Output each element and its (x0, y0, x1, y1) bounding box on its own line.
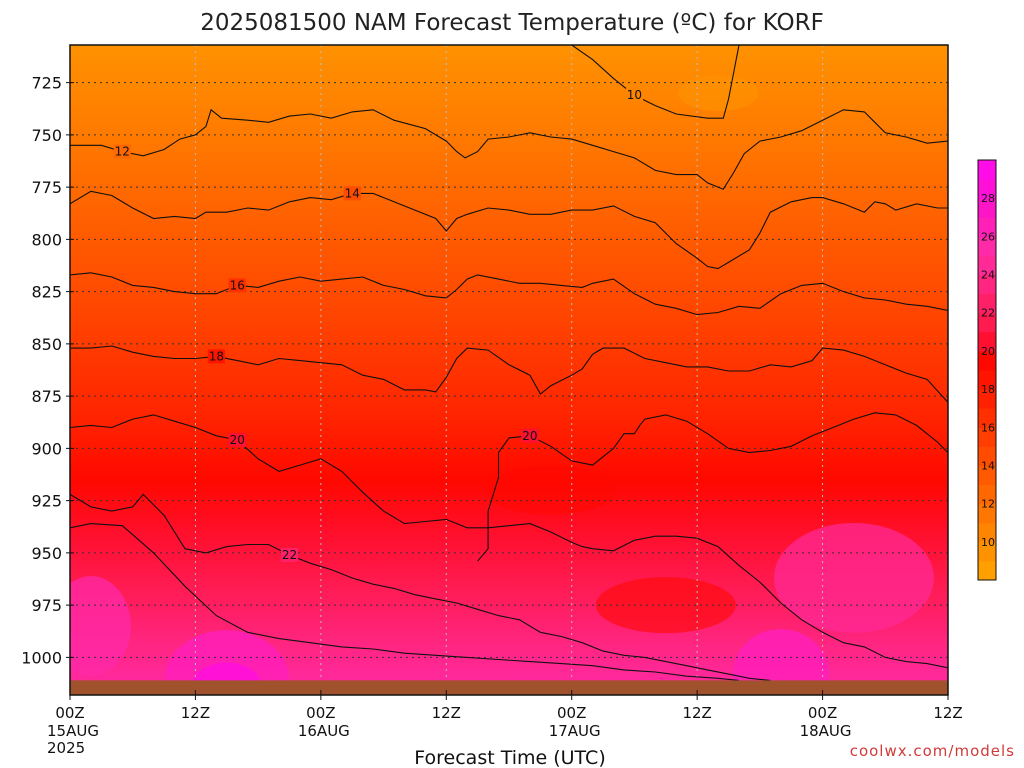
x-date-label: 2025 (47, 739, 85, 757)
grid-lines (70, 45, 948, 695)
x-date-label: 16AUG (298, 722, 350, 740)
y-tick-label: 925 (31, 492, 62, 511)
contour-label: 20 (230, 433, 245, 447)
x-tick-label: 12Z (933, 704, 962, 722)
colorbar-swatch (978, 522, 996, 543)
y-tick-label: 725 (31, 74, 62, 93)
y-tick-label: 975 (31, 596, 62, 615)
contour-line-10 (571, 45, 740, 119)
contour-label-bg (521, 428, 539, 443)
y-tick-label: 875 (31, 387, 62, 406)
warm-pocket (70, 576, 131, 677)
contour-label-bg (207, 349, 225, 364)
contour-line-12 (70, 108, 948, 190)
colorbar: 10 12 14 16 18 20 22 24 26 28 (977, 159, 997, 581)
contour-line-18 (70, 345, 948, 403)
credit-link[interactable]: coolwx.com/models (850, 742, 1015, 760)
colorbar-swatch (978, 427, 996, 447)
colorbar-label: 14 (981, 459, 995, 472)
x-tick-label: 12Z (682, 704, 711, 722)
contour-line-22 (70, 493, 771, 681)
colorbar-swatch (978, 408, 996, 428)
colorbar-label: 22 (981, 307, 995, 320)
x-tick-label: 00Z (557, 704, 586, 722)
contour-label-bg (113, 144, 131, 159)
contour-label: 14 (345, 186, 360, 200)
chart-title: 2025081500 NAM Forecast Temperature (ºC)… (200, 10, 824, 36)
y-tick-label: 800 (31, 230, 62, 249)
colorbar-swatch (978, 350, 996, 371)
x-axis-label: Forecast Time (UTC) (414, 747, 605, 768)
x-tick-label: 00Z (306, 704, 335, 722)
colorbar-swatch (978, 236, 996, 256)
y-axis: 725 750 775 800 825 850 875 900 925 950 975 1000 (21, 74, 74, 667)
colorbar-swatch (978, 389, 996, 409)
y-tick-label: 1000 (21, 648, 62, 667)
contour-line-20 (477, 412, 948, 562)
x-date-label: 18AUG (800, 722, 852, 740)
colorbar-label: 20 (981, 345, 995, 358)
colorbar-swatch (978, 274, 996, 295)
colorbar-swatch (978, 217, 996, 237)
colorbar-swatch (978, 484, 996, 505)
colorbar-swatch (978, 331, 996, 352)
colorbar-swatch (978, 370, 996, 390)
contour-line-22 (70, 523, 740, 681)
colorbar-swatch (978, 312, 996, 333)
contour-label-bg (343, 186, 361, 201)
colorbar-label: 18 (981, 383, 995, 396)
ground-area (70, 680, 948, 695)
x-tick-label: 12Z (181, 704, 210, 722)
contour-label-bg (625, 88, 644, 103)
y-tick-label: 775 (31, 178, 62, 197)
colorbar-label: 24 (981, 269, 995, 282)
colorbar-swatch (978, 541, 996, 562)
y-tick-label: 750 (31, 126, 62, 145)
y-tick-label: 900 (31, 439, 62, 458)
contour-label: 20 (522, 429, 537, 443)
contour-label: 10 (627, 88, 642, 102)
colorbar-swatch (978, 198, 996, 218)
contour-label-bg (228, 278, 246, 293)
colorbar-swatch (978, 503, 996, 524)
colorbar-swatch (978, 293, 996, 314)
contour-line-16 (70, 272, 948, 316)
colorbar-swatch (978, 560, 996, 581)
contour-line-20 (70, 414, 948, 669)
y-tick-label: 825 (31, 283, 62, 302)
plot-frame (69, 44, 949, 696)
colorbar-swatch (978, 465, 996, 486)
x-date-label: 17AUG (549, 722, 601, 740)
colorbar-swatch (978, 160, 996, 180)
cool-pocket (485, 465, 616, 516)
cool-pocket (678, 75, 759, 112)
colorbar-label: 28 (981, 192, 995, 205)
contour-label: 16 (230, 278, 245, 292)
colorbar-label: 12 (981, 498, 995, 511)
y-tick-label: 950 (31, 544, 62, 563)
colorbar-swatch (978, 255, 996, 276)
x-tick-label: 00Z (808, 704, 837, 722)
y-tick-label: 850 (31, 335, 62, 354)
colorbar-label: 16 (981, 421, 995, 434)
x-tick-label: 00Z (55, 704, 84, 722)
x-date-label: 15AUG (47, 722, 99, 740)
x-tick-label: 12Z (432, 704, 461, 722)
colorbar-frame (977, 159, 997, 581)
contour-label-bg (228, 433, 246, 448)
contour-label-bg (280, 547, 299, 562)
contour-lines: 10 12 14 16 18 20 20 22 (70, 45, 948, 681)
contour-label: 22 (282, 548, 297, 562)
colorbar-label: 26 (981, 230, 995, 243)
contour-line-14 (70, 190, 948, 270)
colorbar-label: 10 (981, 536, 995, 549)
contour-label: 18 (209, 349, 224, 363)
colorbar-swatch (978, 446, 996, 466)
contour-label: 12 (115, 145, 130, 159)
colorbar-swatch (978, 179, 996, 199)
temperature-bands (70, 45, 948, 695)
ground-surface (70, 680, 948, 695)
